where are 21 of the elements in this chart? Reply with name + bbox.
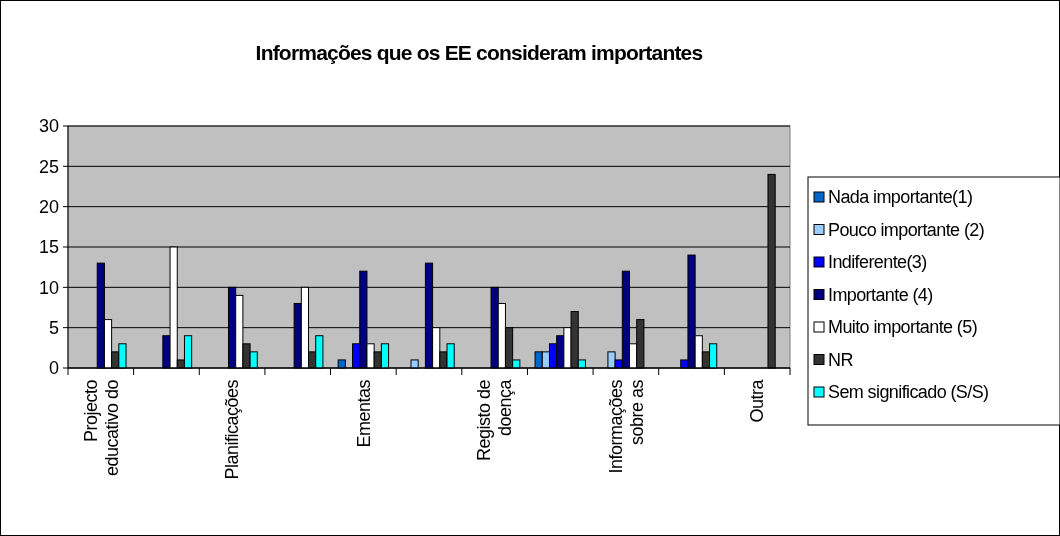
y-tick-label: 20 — [38, 196, 59, 217]
y-tick-label: 0 — [48, 358, 59, 379]
x-tick-label: Registo de doença — [474, 378, 516, 462]
y-tick-label: 10 — [38, 277, 59, 298]
legend-label: NR — [828, 349, 854, 370]
x-tick-label: Planificações — [222, 379, 243, 480]
x-tick-label: Informações sobre as — [605, 379, 647, 474]
x-tick-label: Projecto educativo do — [80, 379, 122, 477]
chart-title: Informações que os EE consideram importantes — [255, 41, 703, 64]
x-tick-label: Ementas — [353, 379, 374, 448]
legend-label: Indiferente(3) — [828, 252, 927, 273]
y-tick-label: 30 — [38, 116, 59, 137]
legend-label: Sem significado (S/S) — [828, 382, 989, 403]
y-tick-label: 5 — [48, 317, 59, 338]
x-tick-label: Outra — [747, 378, 768, 423]
y-tick-label: 25 — [38, 156, 59, 177]
legend-label: Nada importante(1) — [828, 187, 973, 208]
y-tick-label: 15 — [38, 237, 59, 258]
legend-label: Muito importante (5) — [828, 317, 978, 338]
legend-label: Pouco importante (2) — [828, 219, 985, 240]
legend-label: Importante (4) — [828, 284, 933, 305]
